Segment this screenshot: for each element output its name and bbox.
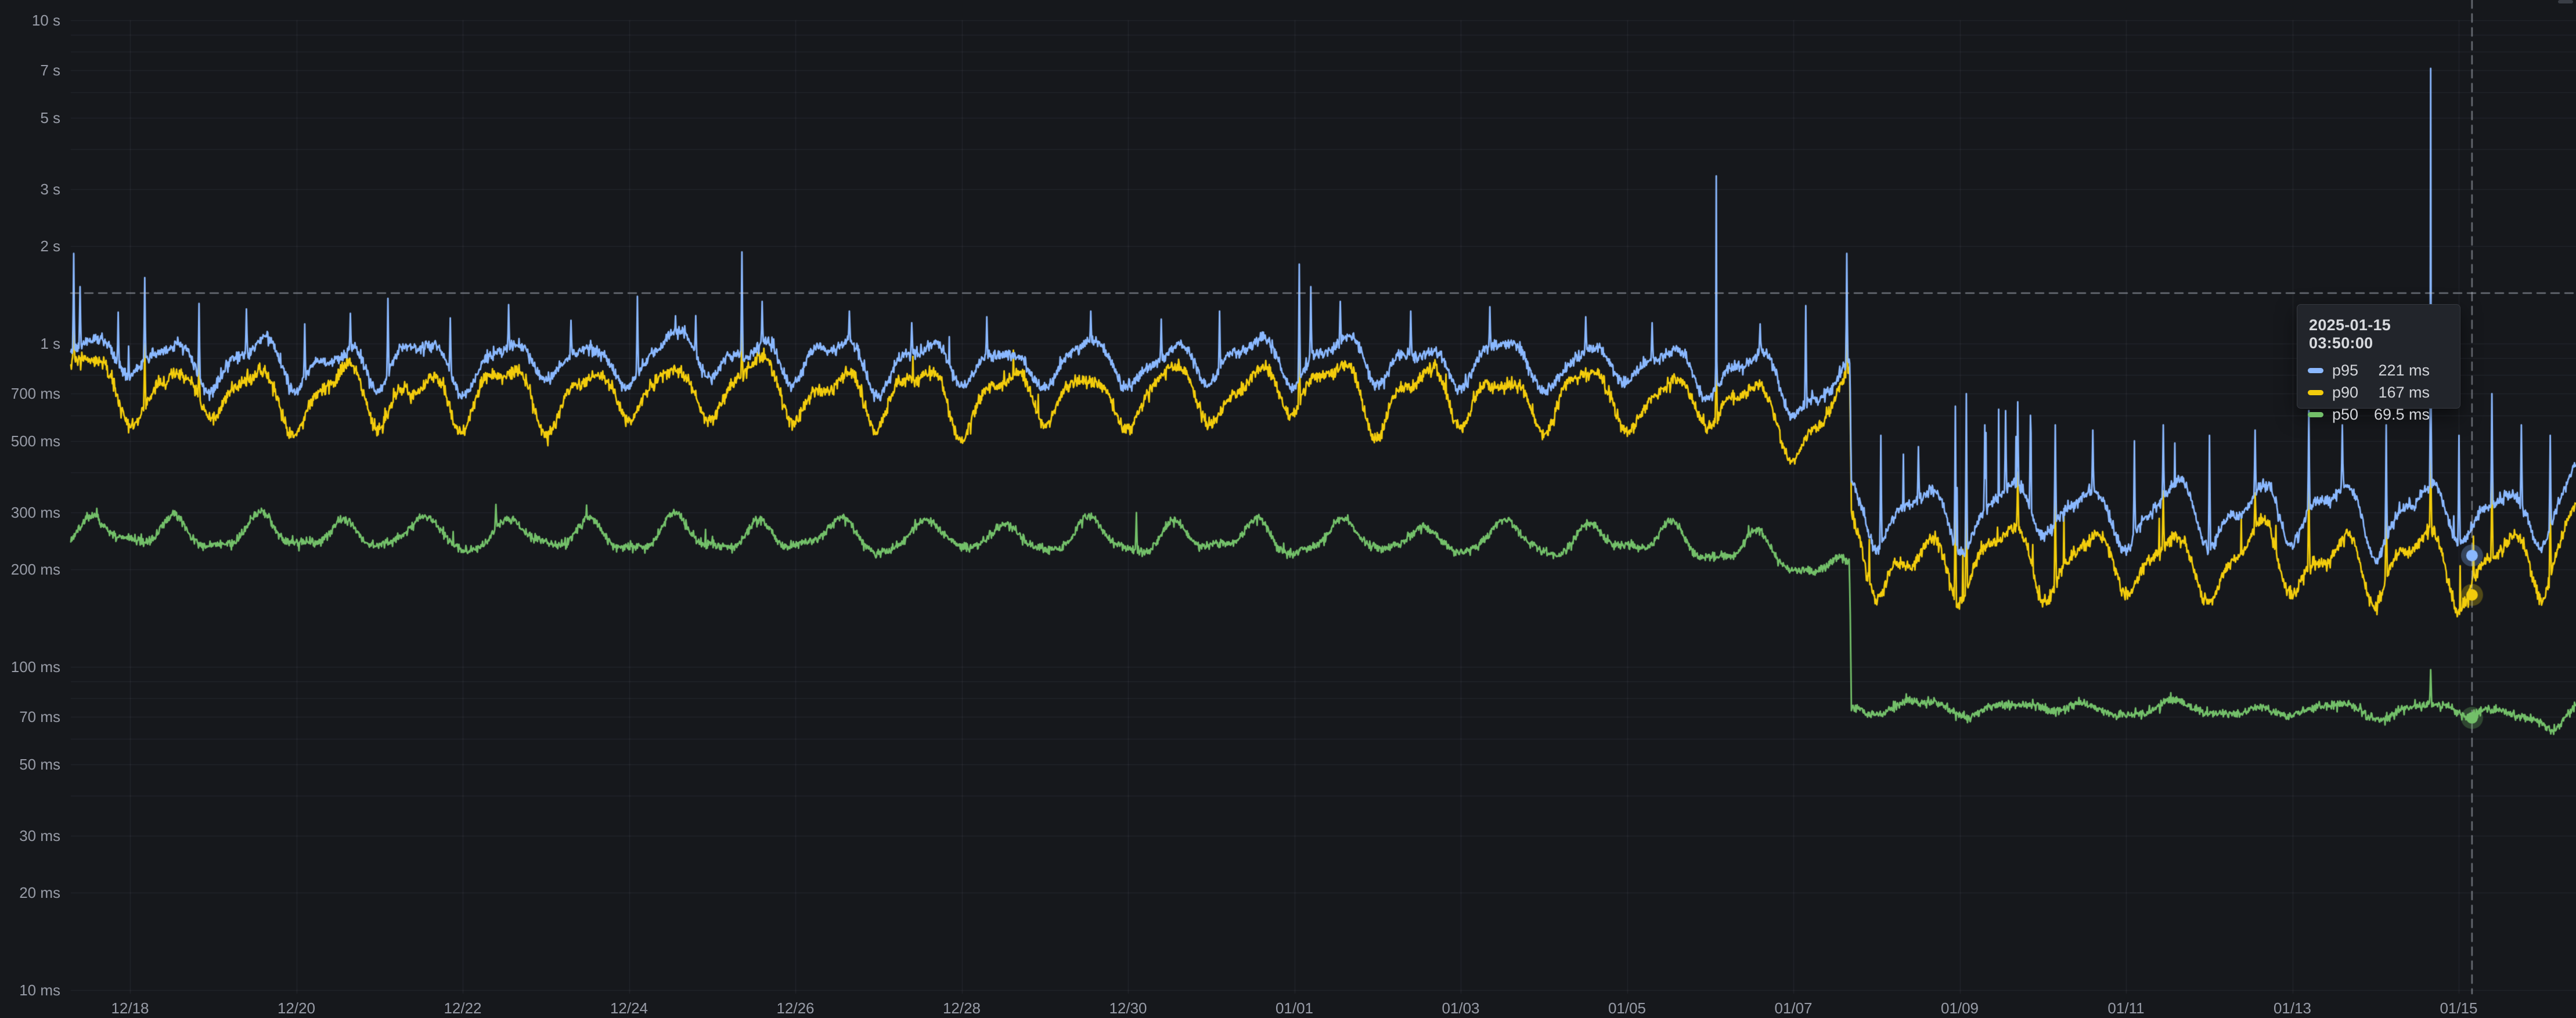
scrollbar-thumb[interactable] bbox=[2558, 0, 2573, 3]
tooltip-row-p50: p50 69.5 ms bbox=[2308, 403, 2449, 425]
p90-series-color-pill bbox=[2308, 389, 2323, 395]
p95-series-color-pill bbox=[2308, 367, 2323, 373]
tooltip-timestamp: 2025-01-15 03:50:00 bbox=[2309, 316, 2391, 352]
tooltip-row-p90: p90 167 ms bbox=[2308, 381, 2449, 403]
p95-series-label: p95 bbox=[2332, 361, 2359, 379]
tooltip-row-p95: p95 221 ms bbox=[2308, 359, 2449, 381]
p50-series-label: p50 bbox=[2332, 405, 2359, 423]
p50-series-value: 69.5 ms bbox=[2373, 405, 2430, 423]
p90-series-value: 167 ms bbox=[2378, 383, 2430, 401]
p50-series-color-pill bbox=[2308, 411, 2323, 417]
hover-tooltip: 2025-01-15 03:50:00 p95 221 ms p90 167 m… bbox=[2297, 304, 2460, 423]
p90-series-label: p90 bbox=[2332, 383, 2359, 401]
p95-series-value: 221 ms bbox=[2378, 361, 2430, 379]
